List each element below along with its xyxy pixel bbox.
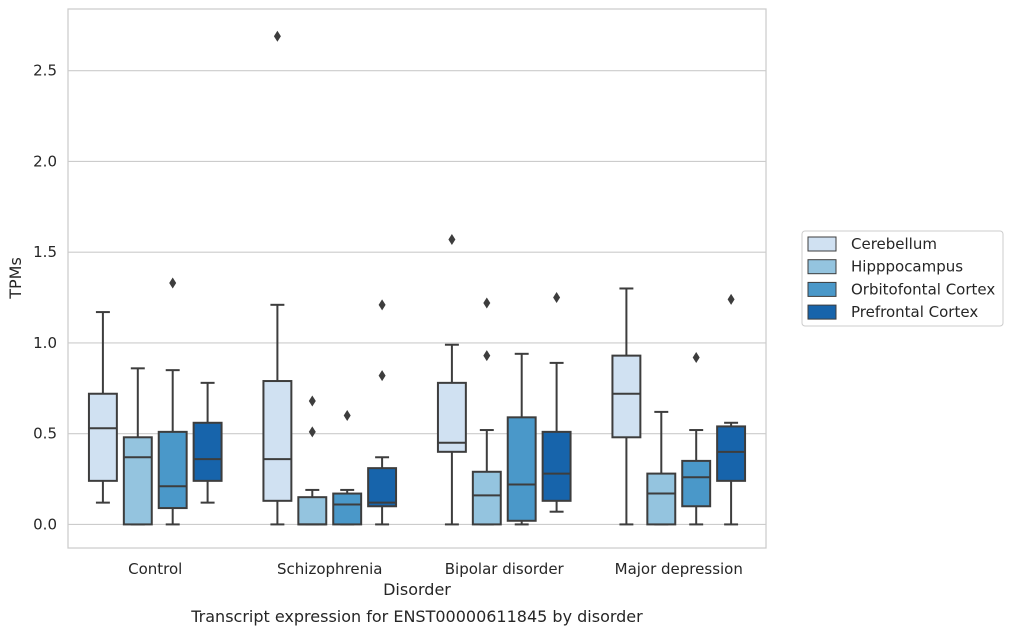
box-group [471,297,502,526]
box-iqr [262,380,293,502]
box-iqr [681,459,712,508]
legend-frame [801,230,1004,327]
box-iqr [367,467,398,508]
box-iqr [506,416,537,522]
outlier-point [308,426,316,438]
box-group [436,233,467,526]
y-tick-label: 2.5 [33,62,57,80]
box-iqr [716,425,747,482]
outlier-point [692,351,700,363]
outlier-point [169,277,177,289]
outlier-point [308,395,316,407]
box-group [332,410,363,526]
y-tick-label: 1.0 [33,334,57,352]
outlier-point [448,233,456,245]
legend-swatch [807,281,837,297]
outlier-point [553,292,561,304]
y-tick-label: 2.0 [33,152,57,170]
x-tick-label: Control [128,560,182,578]
legend: Cerebellum Hipppocampus Orbitofontal Corte… [801,230,1004,327]
outlier-point [273,30,281,42]
box-iqr [192,421,223,482]
box-group [192,381,223,504]
legend-label: Cerebellum [851,235,937,253]
plot-frame [67,8,767,549]
outlier-point [727,293,735,305]
box-group [611,287,642,526]
box-group [367,299,398,526]
box-iqr [436,381,467,453]
y-tick-labels: 0.0 0.5 1.0 1.5 2.0 2.5 [33,62,57,534]
legend-label: Orbitofontal Cortex [851,280,995,298]
box-group [681,351,712,526]
box-iqr [122,436,153,526]
box-iqr [332,492,363,526]
box-group [157,277,188,526]
box-iqr [297,496,328,526]
y-tick-label: 0.5 [33,425,57,443]
box-group [716,293,747,526]
box-iqr [646,472,677,526]
y-axis-label: TPMs [6,257,25,300]
outlier-point [378,370,386,382]
box-group [297,395,328,526]
y-tick-label: 1.5 [33,243,57,261]
x-axis-label: Disorder [383,580,451,599]
box-iqr [157,430,188,510]
x-tick-labels: Control Schizophrenia Bipolar disorder Majo… [128,560,743,578]
outlier-point [483,350,491,362]
boxes [87,30,747,526]
x-tick-label: Schizophrenia [277,560,382,578]
outlier-point [378,299,386,311]
box-iqr [541,430,572,502]
box-iqr [87,392,118,482]
legend-swatch [807,304,837,320]
box-iqr [471,470,502,526]
y-tick-label: 0.0 [33,515,57,533]
box-group [541,292,572,513]
box-group [122,367,153,526]
legend-label: Prefrontal Cortex [851,303,978,321]
box-group [262,30,293,526]
box-group [87,311,118,504]
outlier-point [343,410,351,422]
chart-caption: Transcript expression for ENST0000061184… [190,607,643,626]
box-iqr [611,354,642,439]
legend-label: Hipppocampus [851,258,963,276]
x-tick-label: Major depression [615,560,743,578]
box-group [646,410,677,526]
outlier-point [483,297,491,309]
x-tick-label: Bipolar disorder [445,560,565,578]
box-group [506,352,537,526]
legend-swatch [807,259,837,275]
legend-swatch [807,236,837,252]
